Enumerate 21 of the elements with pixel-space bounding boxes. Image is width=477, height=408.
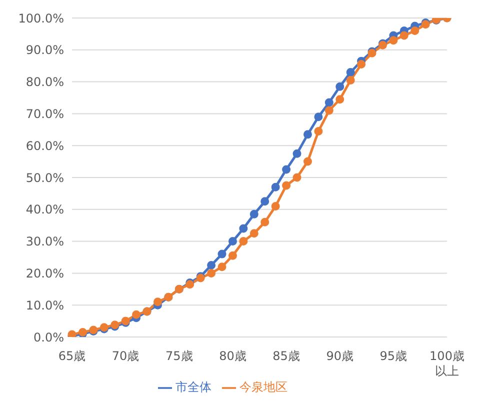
y-tick-label: 50.0% (26, 170, 64, 185)
x-tick-label: 85歳 (272, 348, 300, 363)
y-tick-label: 100.0% (18, 11, 64, 26)
legend-label: 市全体 (176, 380, 212, 394)
y-tick-label: 60.0% (26, 138, 64, 153)
y-tick-label: 10.0% (26, 298, 64, 312)
y-tick-label: 30.0% (26, 234, 64, 249)
y-tick-label: 40.0% (26, 202, 64, 217)
x-tick-label: 95歳 (380, 348, 408, 363)
x-tick-label: 100歳以上 (430, 348, 464, 378)
x-tick-label: 75歳 (166, 348, 193, 363)
x-tick-label: 65歳 (58, 348, 86, 363)
x-tick-label: 80歳 (219, 348, 246, 363)
y-tick-label: 0.0% (34, 330, 64, 344)
y-tick-label: 90.0% (26, 43, 64, 58)
legend-label: 今泉地区 (240, 380, 288, 394)
y-tick-label: 20.0% (26, 266, 64, 280)
y-tick-label: 70.0% (26, 106, 64, 121)
x-tick-label: 90歳 (326, 348, 354, 363)
y-tick-label: 80.0% (26, 75, 64, 90)
x-tick-label: 70歳 (112, 348, 140, 363)
